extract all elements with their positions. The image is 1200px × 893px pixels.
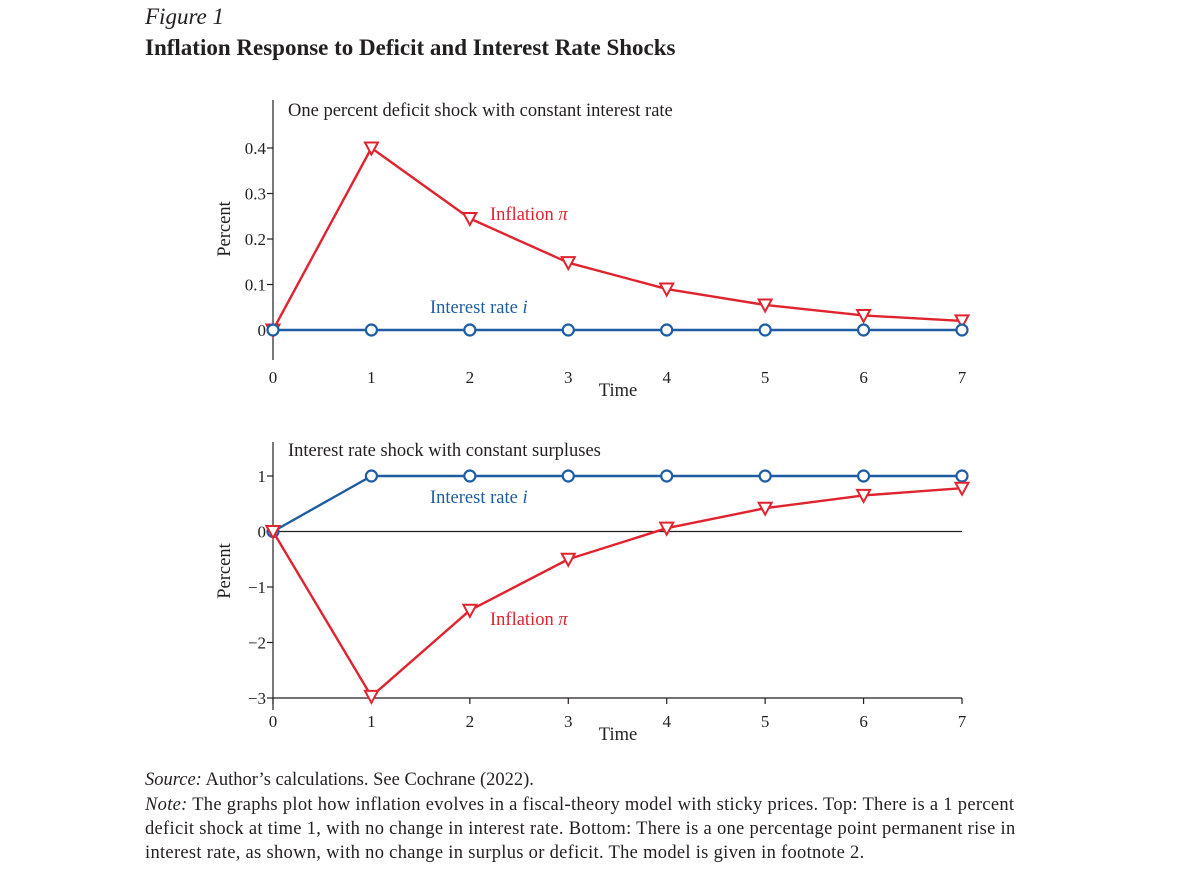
series-label: Interest rate i <box>430 488 528 508</box>
data-point-triangle <box>855 488 872 505</box>
y-tick-label: −1 <box>248 578 266 597</box>
x-axis-label: Time <box>599 725 637 745</box>
data-point-circle <box>758 469 772 483</box>
figure-title: Inflation Response to Deficit and Intere… <box>145 35 676 60</box>
data-point-triangle <box>560 256 577 272</box>
data-point-circle <box>660 323 674 337</box>
x-tick-label: 5 <box>761 368 770 387</box>
data-point-triangle <box>363 141 380 157</box>
note-label: Note: <box>145 795 188 815</box>
x-axis-label: Time <box>599 381 637 401</box>
data-point-triangle <box>658 521 675 537</box>
x-tick-label: 7 <box>958 368 967 387</box>
y-tick-label: 0.1 <box>245 276 266 295</box>
data-point-circle <box>463 469 477 483</box>
y-tick-label: 0 <box>258 523 267 542</box>
x-tick-label: 5 <box>761 712 770 731</box>
panel-title: Interest rate shock with constant surplu… <box>288 441 601 461</box>
data-point-circle <box>660 469 674 483</box>
note-text: The graphs plot how inflation evolves in… <box>145 795 1016 863</box>
x-tick-label: 3 <box>564 712 573 731</box>
data-point-triangle <box>756 298 774 314</box>
y-tick-label: 0.2 <box>245 230 266 249</box>
data-point-circle <box>561 323 575 337</box>
x-tick-label: 7 <box>958 712 967 731</box>
data-point-circle <box>364 323 379 337</box>
data-point-triangle <box>953 314 971 330</box>
data-point-triangle <box>560 552 577 568</box>
series-interest-rate: Interest rate i <box>266 469 969 539</box>
x-tick-label: 3 <box>564 368 573 387</box>
x-tick-label: 4 <box>662 712 671 731</box>
y-tick-label: −3 <box>248 689 266 708</box>
chart-panel-1: One percent deficit shock with constant … <box>215 100 971 401</box>
data-point-circle <box>856 323 871 337</box>
y-axis-label: Percent <box>215 542 235 598</box>
data-point-triangle <box>363 689 380 705</box>
note-paragraph: Note: The graphs plot how inflation evol… <box>145 793 1065 865</box>
data-point-circle <box>266 323 280 337</box>
x-tick-label: 1 <box>367 368 376 387</box>
y-tick-label: −2 <box>248 634 266 653</box>
data-point-triangle <box>756 501 774 517</box>
y-tick-label: 0.3 <box>245 185 266 204</box>
series-line <box>271 146 963 331</box>
series-inflation: Inflation π <box>264 481 971 705</box>
figure-label: Figure 1 <box>145 4 224 29</box>
x-tick-label: 2 <box>466 368 475 387</box>
data-point-triangle <box>264 525 282 541</box>
panel-title: One percent deficit shock with constant … <box>288 101 673 121</box>
data-point-circle <box>856 469 871 483</box>
y-tick-label: 0.4 <box>245 139 267 158</box>
source-label: Source: <box>145 770 202 790</box>
series-interest-rate: Interest rate i <box>266 298 969 337</box>
series-line <box>272 474 962 533</box>
series-label: Inflation π <box>490 205 568 225</box>
x-tick-label: 6 <box>859 368 868 387</box>
series-label: Inflation π <box>490 610 568 630</box>
x-tick-label: 0 <box>269 712 278 731</box>
x-tick-label: 2 <box>466 712 475 731</box>
data-point-triangle <box>461 603 479 619</box>
data-point-circle <box>561 469 575 483</box>
data-point-circle <box>955 469 969 483</box>
x-tick-label: 1 <box>367 712 376 731</box>
y-tick-label: 1 <box>258 467 267 486</box>
chart-panel-2: Interest rate shock with constant surplu… <box>215 441 971 745</box>
data-point-circle <box>463 323 477 337</box>
source-text: Author’s calculations. See Cochrane (202… <box>201 770 534 790</box>
x-tick-label: 0 <box>269 368 278 387</box>
data-point-circle <box>955 323 969 337</box>
y-axis-label: Percent <box>215 200 235 256</box>
data-point-triangle <box>855 308 872 325</box>
series-line <box>271 487 963 698</box>
data-point-triangle <box>658 282 675 298</box>
y-tick-label: 0 <box>258 321 267 340</box>
series-inflation: Inflation π <box>264 141 971 339</box>
data-point-triangle <box>461 212 479 228</box>
x-tick-label: 6 <box>859 712 868 731</box>
data-point-circle <box>758 323 772 337</box>
series-label: Interest rate i <box>430 298 528 318</box>
source-line: Source: Author’s calculations. See Cochr… <box>145 768 1065 792</box>
data-point-triangle <box>953 481 971 497</box>
x-tick-label: 4 <box>662 368 671 387</box>
data-point-circle <box>364 469 379 483</box>
